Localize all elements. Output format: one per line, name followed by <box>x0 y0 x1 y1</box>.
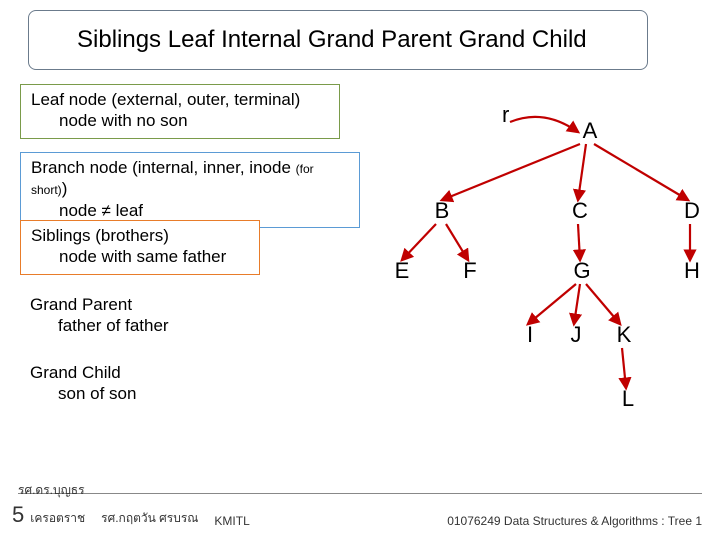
def-box-grandchild: Grand Childson of son <box>20 358 220 411</box>
def-line1: Branch node (internal, inner, inode (for… <box>31 157 349 200</box>
footer-author-2: รศ.กฤตวัน ศรบรณ <box>101 509 198 528</box>
tree-edge <box>528 284 576 324</box>
footer-inst: KMITL <box>214 514 249 528</box>
tree-node-A: A <box>578 118 602 144</box>
tree-node-D: D <box>680 198 704 224</box>
def-line1: Grand Child <box>30 362 210 383</box>
tree-edge <box>574 284 580 324</box>
tree-node-E: E <box>390 258 414 284</box>
footer-author-1a: รศ.ดร.บุญธร <box>18 481 85 500</box>
tree-root-label: r <box>502 102 509 128</box>
tree-node-I: I <box>518 322 542 348</box>
tree-edge <box>578 144 586 200</box>
def-line2: node with same father <box>31 246 249 267</box>
def-line2: node with no son <box>31 110 329 131</box>
tree-node-H: H <box>680 258 704 284</box>
tree-edge <box>586 284 620 324</box>
tree-edge <box>442 144 580 200</box>
def-line2: node ≠ leaf <box>31 200 349 221</box>
tree-edge <box>578 224 580 260</box>
tree-node-K: K <box>612 322 636 348</box>
tree-node-F: F <box>458 258 482 284</box>
footer-course: 01076249 Data Structures & Algorithms : … <box>447 514 702 528</box>
footer-author-1: รศ.ดร.บุญธร 5 เครอตราช <box>18 481 85 528</box>
tree-node-J: J <box>564 322 588 348</box>
def-line1: Siblings (brothers) <box>31 225 249 246</box>
tree-node-C: C <box>568 198 592 224</box>
tree-node-L: L <box>616 386 640 412</box>
tree-edge <box>594 144 688 200</box>
page-title: Siblings Leaf Internal Grand Parent Gran… <box>77 26 587 54</box>
page-title-box: Siblings Leaf Internal Grand Parent Gran… <box>28 10 648 70</box>
tree-node-G: G <box>570 258 594 284</box>
def-box-siblings: Siblings (brothers)node with same father <box>20 220 260 275</box>
def-box-branch: Branch node (internal, inner, inode (for… <box>20 152 360 228</box>
tree-edge <box>446 224 468 260</box>
tree-edge <box>510 117 578 132</box>
def-line1: Grand Parent <box>30 294 210 315</box>
footer: รศ.ดร.บุญธร 5 เครอตราช รศ.กฤตวัน ศรบรณ K… <box>18 481 702 528</box>
page-number: 5 <box>12 502 24 528</box>
def-box-leaf: Leaf node (external, outer, terminal)nod… <box>20 84 340 139</box>
def-line2: father of father <box>30 315 210 336</box>
tree-diagram: r A B C D E F G H IJK L <box>360 90 715 470</box>
tree-edge <box>402 224 436 260</box>
def-line2: son of son <box>30 383 210 404</box>
tree-node-B: B <box>430 198 454 224</box>
def-box-grandparent: Grand Parentfather of father <box>20 290 220 343</box>
def-line1: Leaf node (external, outer, terminal) <box>31 89 329 110</box>
footer-author-1b: เครอตราช <box>30 509 85 528</box>
tree-edge <box>622 348 626 388</box>
